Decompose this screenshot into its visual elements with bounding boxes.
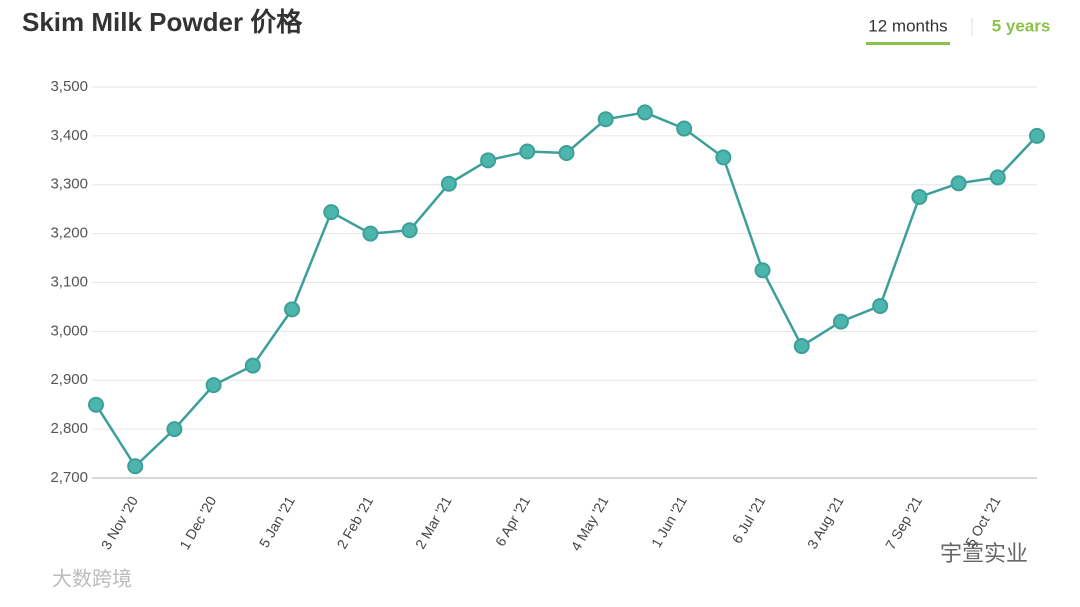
marker [597,111,614,128]
y-tick-label: 3,300 [50,176,88,193]
tab-underline [866,42,950,45]
x-tick-label: 1 Jun '21 [648,493,690,550]
x-tick-label: 2 Mar '21 [412,493,455,551]
marker [832,313,849,330]
marker [872,297,889,314]
x-tick-label: 3 Nov '20 [98,493,141,552]
x-tick-label: 4 May '21 [568,493,612,553]
marker [323,204,340,221]
marker [754,262,771,279]
marker [1029,127,1045,144]
y-tick-label: 3,000 [50,322,88,339]
marker [244,357,261,374]
marker [205,377,222,394]
x-tick-label: 3 Aug '21 [804,493,847,551]
marker [636,104,653,121]
x-tick-label: 6 Apr '21 [492,493,533,549]
marker [480,152,497,169]
marker [519,143,536,160]
x-tick-label: 6 Jul '21 [729,493,769,546]
marker [989,169,1006,186]
line [94,111,1038,469]
x-tick-label: 1 Dec '20 [176,493,219,552]
marker [284,301,301,318]
y-tick-label: 3,400 [50,127,88,144]
x-tick-label: 7 Sep '21 [882,493,925,552]
x-tick-label: 2 Feb '21 [333,493,376,551]
tab-12-months[interactable]: 12 months [868,16,947,35]
watermark: 大数跨境 [52,567,132,590]
marker [88,396,104,413]
marker [911,188,928,205]
marker [440,175,457,192]
y-tick-label: 3,500 [50,78,88,95]
marker [166,421,183,438]
marker [362,225,379,242]
marker [950,175,967,192]
x-tick-label: 5 Jan '21 [256,493,298,550]
marker [793,338,810,355]
y-tick-label: 2,900 [50,371,88,388]
marker [676,120,693,137]
y-tick-label: 3,200 [50,225,88,242]
marker [401,222,418,239]
chart-title: Skim Milk Powder 价格 [22,7,303,37]
y-tick-label: 3,100 [50,273,88,290]
y-tick-label: 2,700 [50,469,88,486]
watermark: 宇萱实业 [940,541,1028,566]
tab-5-years[interactable]: 5 years [992,16,1051,35]
marker [127,458,144,475]
y-tick-label: 2,800 [50,420,88,437]
marker [715,149,732,166]
marker [558,144,575,161]
